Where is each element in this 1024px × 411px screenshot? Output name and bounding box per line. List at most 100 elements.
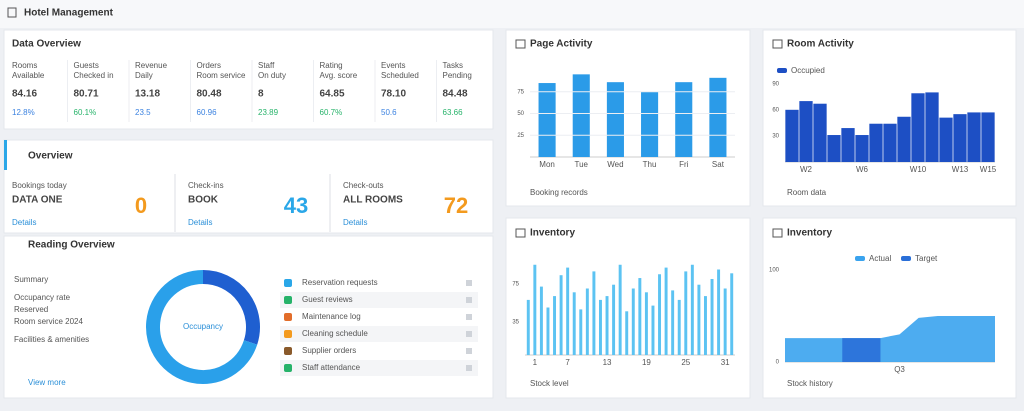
panel-title: Data Overview <box>12 39 81 50</box>
stat-delta: 60.96 <box>197 108 218 117</box>
stat-sub: Checked in <box>74 71 114 80</box>
bar <box>631 288 635 355</box>
bar <box>625 311 629 355</box>
stat-label: Rating <box>320 61 343 70</box>
card-note[interactable]: Details <box>343 218 367 227</box>
x-tick-label: Fri <box>679 160 689 169</box>
row-check[interactable] <box>466 297 472 303</box>
bar <box>710 279 714 355</box>
legend-swatch <box>855 256 865 261</box>
bar <box>538 83 556 157</box>
stat-label: Events <box>381 61 405 70</box>
x-tick-label: W13 <box>952 165 969 174</box>
card-name: DATA ONE <box>12 195 63 206</box>
stat-delta: 63.66 <box>443 108 464 117</box>
row-icon <box>284 364 292 372</box>
stat-value: 80.48 <box>197 89 222 100</box>
chart-title: Page Activity <box>530 39 593 50</box>
legend-swatch <box>777 68 787 73</box>
chart-icon <box>772 39 783 49</box>
donut-slice <box>146 270 258 384</box>
stat-delta: 60.7% <box>320 108 343 117</box>
card-note[interactable]: Details <box>12 218 36 227</box>
card-value: 43 <box>284 193 308 218</box>
row-bg <box>280 360 478 376</box>
bar <box>592 271 596 355</box>
stat-sub: Avg. score <box>320 71 358 80</box>
stat-sub: On duty <box>258 71 286 80</box>
stat-sub: Scheduled <box>381 71 419 80</box>
link[interactable]: View more <box>28 378 66 387</box>
bar <box>730 273 734 355</box>
x-tick-label: 25 <box>681 358 690 367</box>
card-value: 0 <box>135 193 147 218</box>
x-tick-label: 19 <box>642 358 651 367</box>
row-icon <box>284 279 292 287</box>
y-tick-label: 75 <box>512 281 519 287</box>
stat-value: 84.16 <box>12 89 37 100</box>
row-check[interactable] <box>466 280 472 286</box>
stat-label: Rooms <box>12 61 37 70</box>
row-text[interactable]: Supplier orders <box>302 346 356 355</box>
stat-label: Tasks <box>443 61 463 70</box>
stat-delta: 23.89 <box>258 108 279 117</box>
y-tick-label: 75 <box>517 89 524 95</box>
stat-label: Revenue <box>135 61 168 70</box>
x-tick-label: Q3 <box>894 365 905 374</box>
row-check[interactable] <box>466 314 472 320</box>
bar <box>855 135 869 162</box>
card-value: 72 <box>444 193 468 218</box>
x-tick-label: 31 <box>721 358 730 367</box>
y-tick-label: 35 <box>512 319 519 325</box>
row-text[interactable]: Guest reviews <box>302 295 353 304</box>
row-text[interactable]: Cleaning schedule <box>302 329 368 338</box>
y-tick-label: 30 <box>772 133 779 139</box>
header-bar <box>0 0 1024 28</box>
list-item: Occupancy rate <box>14 293 71 302</box>
x-tick-label: Wed <box>607 160 623 169</box>
list-item: Facilities & amenities <box>14 335 89 344</box>
card-note[interactable]: Details <box>188 218 212 227</box>
x-tick-label: 13 <box>603 358 612 367</box>
y-tick-label: 100 <box>769 268 780 274</box>
bar <box>953 114 967 162</box>
bar <box>897 116 911 162</box>
stat-value: 80.71 <box>74 89 99 100</box>
row-check[interactable] <box>466 365 472 371</box>
x-tick-label: Mon <box>539 160 555 169</box>
chart-footer[interactable]: Stock level <box>530 379 569 388</box>
row-text[interactable]: Maintenance log <box>302 312 361 321</box>
chart-footer[interactable]: Room data <box>787 188 827 197</box>
row-text[interactable]: Staff attendance <box>302 363 361 372</box>
y-tick-label: 50 <box>517 111 524 117</box>
bar <box>559 275 563 355</box>
donut-slice <box>202 270 260 345</box>
card-name: BOOK <box>188 195 219 206</box>
bar <box>813 103 827 162</box>
chart-panel <box>762 217 1017 399</box>
bar <box>618 264 622 355</box>
row-check[interactable] <box>466 331 472 337</box>
y-tick-label: 25 <box>517 133 524 139</box>
bar <box>925 92 939 162</box>
stat-value: 64.85 <box>320 89 345 100</box>
bar <box>717 269 721 355</box>
x-tick-label: W15 <box>980 165 997 174</box>
row-check[interactable] <box>466 348 472 354</box>
bar <box>546 307 550 355</box>
bar <box>605 296 609 355</box>
bar <box>533 264 537 355</box>
chart-footer[interactable]: Stock history <box>787 379 833 388</box>
bar <box>827 135 841 162</box>
stat-sub: Pending <box>443 71 472 80</box>
x-tick-label: W2 <box>800 165 813 174</box>
bar <box>553 296 557 355</box>
row-text[interactable]: Reservation requests <box>302 278 378 287</box>
card-name: ALL ROOMS <box>343 195 403 206</box>
x-tick-label: 1 <box>533 358 538 367</box>
chart-footer[interactable]: Booking records <box>530 188 588 197</box>
x-tick-label: W10 <box>910 165 927 174</box>
row-icon <box>284 313 292 321</box>
chart-panel <box>505 217 751 399</box>
